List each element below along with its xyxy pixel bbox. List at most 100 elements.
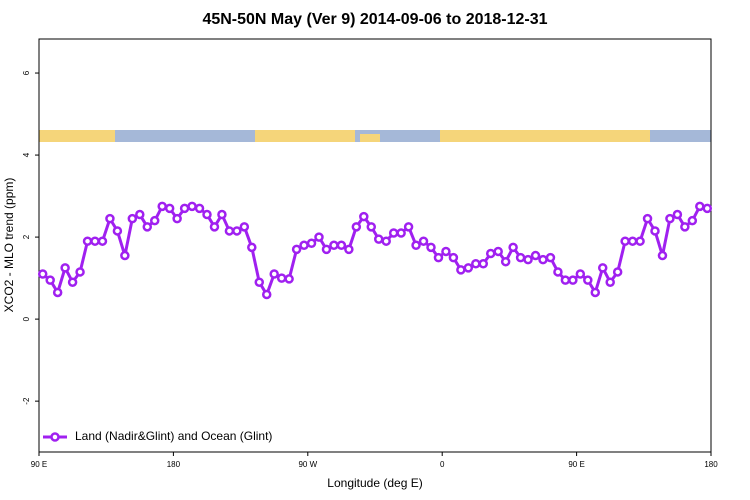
y-tick-label: 2	[22, 234, 31, 239]
point	[157, 201, 167, 212]
point	[112, 226, 123, 236]
point	[194, 203, 205, 214]
point	[366, 222, 377, 232]
point	[515, 252, 526, 263]
chart-title: 45N-50N May (Ver 9) 2014-09-06 to 2018-1…	[202, 11, 547, 28]
point	[612, 267, 623, 277]
point	[418, 236, 429, 246]
x-axis-label: Longitude (deg E)	[327, 476, 422, 490]
point	[37, 269, 48, 279]
point	[426, 242, 436, 253]
point	[135, 209, 145, 220]
point	[702, 203, 713, 214]
point	[530, 250, 541, 261]
x-tick-label: 180	[704, 460, 718, 469]
point	[568, 275, 578, 285]
point	[478, 259, 489, 269]
point	[381, 236, 391, 246]
point	[538, 254, 548, 265]
point	[75, 267, 85, 277]
point	[433, 252, 444, 263]
plot-frame	[38, 38, 712, 453]
point	[247, 242, 257, 253]
point	[627, 236, 638, 246]
point	[665, 213, 675, 224]
point	[687, 215, 698, 226]
point	[575, 269, 586, 279]
point	[164, 203, 175, 214]
point	[329, 240, 339, 251]
point	[456, 265, 466, 275]
point	[553, 267, 563, 277]
legend-label: Land (Nadir&Glint) and Ocean (Glint)	[75, 429, 272, 443]
point	[388, 228, 399, 238]
point	[105, 213, 115, 224]
point	[97, 236, 108, 246]
point	[209, 222, 220, 232]
point	[254, 277, 265, 287]
legend: Land (Nadir&Glint) and Ocean (Glint)	[43, 429, 272, 443]
point	[344, 244, 354, 255]
point	[60, 263, 70, 273]
point	[172, 213, 182, 224]
point	[90, 236, 100, 246]
point	[396, 228, 406, 238]
point	[321, 244, 332, 255]
y-tick-label: 4	[22, 152, 31, 157]
point	[493, 246, 503, 257]
point	[269, 269, 279, 279]
point	[560, 275, 571, 285]
point	[291, 244, 302, 255]
point	[202, 209, 212, 220]
point	[82, 236, 93, 246]
point	[276, 273, 287, 283]
x-tick-label: 90 E	[568, 460, 584, 469]
point	[508, 242, 518, 253]
map-strip	[39, 130, 711, 142]
point	[650, 226, 660, 236]
point	[179, 203, 190, 214]
point	[680, 222, 690, 232]
point	[52, 287, 63, 298]
x-tick-label: 90 E	[31, 460, 47, 469]
point	[359, 211, 369, 222]
point	[485, 248, 496, 259]
point	[500, 256, 511, 267]
point	[142, 222, 153, 232]
point	[642, 213, 653, 224]
point	[635, 236, 645, 246]
point	[120, 250, 130, 261]
y-tick-label: -2	[22, 397, 31, 405]
point	[239, 222, 250, 232]
point	[448, 252, 459, 263]
point	[657, 250, 668, 261]
point	[672, 209, 683, 220]
point	[306, 238, 317, 248]
point	[523, 254, 533, 265]
point	[127, 213, 138, 224]
x-tick-label: 0	[440, 460, 445, 469]
y-axis-label: XCO2 - MLO trend (ppm)	[2, 178, 16, 313]
point	[605, 277, 615, 287]
point	[224, 226, 235, 236]
point	[463, 263, 474, 273]
point	[217, 209, 227, 220]
point	[261, 289, 272, 300]
point	[695, 201, 705, 212]
point	[351, 222, 362, 232]
point	[583, 275, 593, 285]
point	[67, 277, 78, 287]
x-tick-label: 90 W	[298, 460, 317, 469]
point	[299, 240, 309, 251]
point	[187, 201, 197, 212]
point	[403, 222, 414, 232]
point	[314, 232, 324, 242]
point	[411, 240, 421, 251]
point	[590, 287, 601, 298]
point	[373, 234, 384, 244]
point	[284, 274, 294, 284]
point	[45, 275, 55, 285]
point	[336, 240, 347, 251]
legend-marker	[50, 432, 60, 442]
